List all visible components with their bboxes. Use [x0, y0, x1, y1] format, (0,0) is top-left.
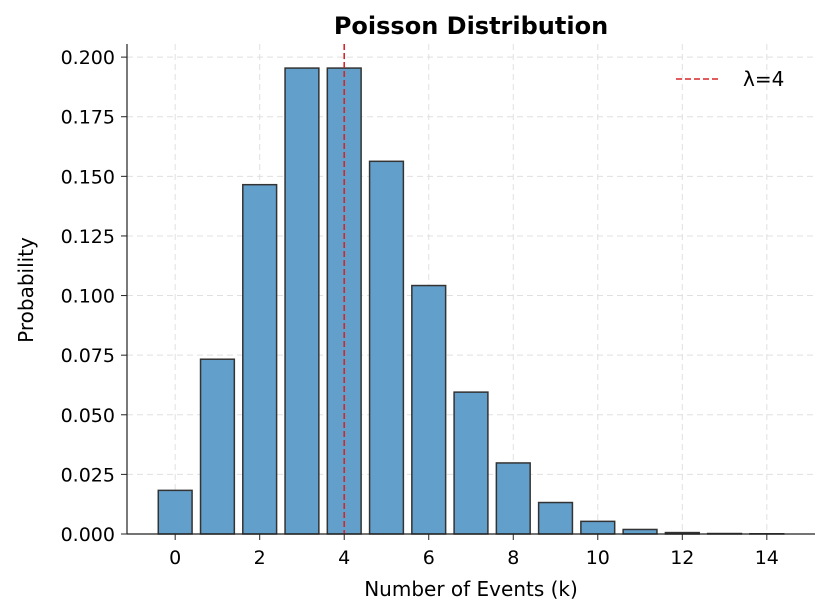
bar-k-0	[157, 489, 193, 535]
bar-k-5	[368, 160, 405, 535]
bar-k-7	[453, 391, 489, 535]
x-tick-label: 14	[755, 547, 779, 569]
legend-label: λ=4	[743, 67, 784, 91]
y-tick-label: 0.000	[61, 524, 115, 546]
x-tick-label: 8	[507, 547, 519, 569]
bar-k-8	[495, 462, 531, 535]
bar-k-6	[411, 284, 447, 535]
bar-k-1	[199, 358, 236, 535]
y-tick-label: 0.050	[61, 405, 115, 427]
bar-k-3	[284, 67, 320, 535]
x-tick-label: 10	[586, 547, 610, 569]
y-tick-label: 0.200	[61, 47, 115, 69]
legend: λ=4	[676, 67, 784, 91]
ticks: 0 2 4 6 8 10 12 14 0.000 0.025 0.050 0.075 0.100 0.12…	[61, 47, 779, 569]
y-tick-label: 0.175	[61, 107, 115, 129]
bar-k-9	[537, 501, 574, 535]
y-tick-label: 0.100	[61, 286, 115, 308]
bars	[157, 67, 785, 535]
x-axis-label: Number of Events (k)	[364, 577, 578, 601]
x-tick-label: 4	[338, 547, 350, 569]
axes	[126, 44, 815, 535]
y-tick-label: 0.125	[61, 226, 115, 248]
y-tick-label: 0.025	[61, 464, 115, 486]
x-tick-label: 2	[254, 547, 266, 569]
x-tick-label: 6	[423, 547, 435, 569]
y-tick-label: 0.150	[61, 166, 115, 188]
y-axis-label: Probability	[14, 237, 38, 343]
y-tick-label: 0.075	[61, 345, 115, 367]
bar-k-10	[580, 520, 616, 535]
bar-k-11	[622, 528, 658, 535]
x-tick-label: 0	[169, 547, 181, 569]
chart-title: Poisson Distribution	[334, 12, 608, 40]
bar-k-2	[242, 183, 278, 535]
x-tick-label: 12	[670, 547, 694, 569]
